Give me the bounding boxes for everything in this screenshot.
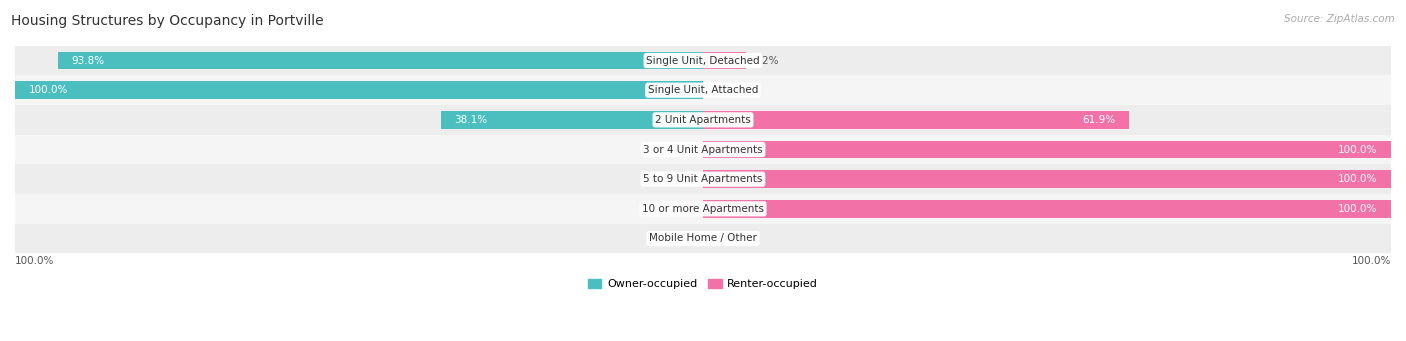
Text: Housing Structures by Occupancy in Portville: Housing Structures by Occupancy in Portv… <box>11 14 323 28</box>
Text: 0.0%: 0.0% <box>669 204 696 214</box>
Text: 0.0%: 0.0% <box>669 234 696 243</box>
Bar <box>703 170 1391 188</box>
Bar <box>703 51 745 70</box>
Bar <box>15 164 1391 194</box>
Text: 100.0%: 100.0% <box>28 85 67 95</box>
Text: 0.0%: 0.0% <box>710 85 737 95</box>
Text: 10 or more Apartments: 10 or more Apartments <box>643 204 763 214</box>
Text: 3 or 4 Unit Apartments: 3 or 4 Unit Apartments <box>643 145 763 154</box>
Bar <box>703 111 1129 129</box>
Bar <box>703 140 1391 159</box>
Text: Single Unit, Detached: Single Unit, Detached <box>647 56 759 65</box>
Bar <box>15 224 1391 253</box>
Text: 100.0%: 100.0% <box>1339 204 1378 214</box>
Bar <box>15 105 1391 135</box>
Text: 100.0%: 100.0% <box>1339 174 1378 184</box>
Text: 2 Unit Apartments: 2 Unit Apartments <box>655 115 751 125</box>
Bar <box>58 51 703 70</box>
Text: 100.0%: 100.0% <box>1351 256 1391 266</box>
Text: 5 to 9 Unit Apartments: 5 to 9 Unit Apartments <box>644 174 762 184</box>
Text: 0.0%: 0.0% <box>669 174 696 184</box>
Bar <box>703 200 1391 218</box>
Bar <box>441 111 703 129</box>
Text: 61.9%: 61.9% <box>1083 115 1115 125</box>
Text: 93.8%: 93.8% <box>72 56 104 65</box>
Text: Source: ZipAtlas.com: Source: ZipAtlas.com <box>1284 14 1395 24</box>
Bar <box>15 135 1391 164</box>
Text: 100.0%: 100.0% <box>15 256 55 266</box>
Text: Mobile Home / Other: Mobile Home / Other <box>650 234 756 243</box>
Text: 6.2%: 6.2% <box>752 56 779 65</box>
Bar <box>15 194 1391 224</box>
Bar <box>15 81 703 99</box>
Text: 0.0%: 0.0% <box>710 234 737 243</box>
Legend: Owner-occupied, Renter-occupied: Owner-occupied, Renter-occupied <box>583 274 823 294</box>
Text: Single Unit, Attached: Single Unit, Attached <box>648 85 758 95</box>
Bar <box>15 75 1391 105</box>
Bar <box>15 46 1391 75</box>
Text: 100.0%: 100.0% <box>1339 145 1378 154</box>
Text: 0.0%: 0.0% <box>669 145 696 154</box>
Text: 38.1%: 38.1% <box>454 115 488 125</box>
